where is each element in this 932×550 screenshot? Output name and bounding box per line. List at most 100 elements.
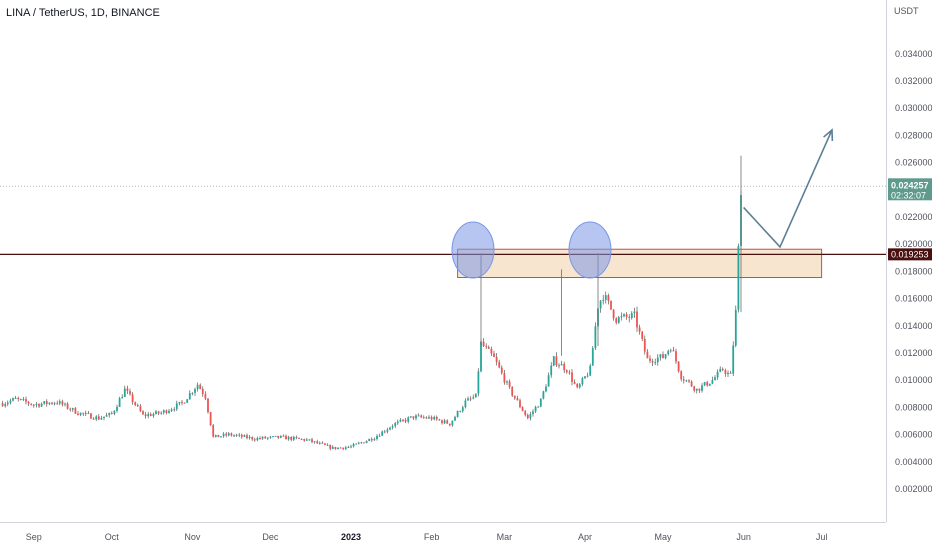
candle[interactable]: [134, 401, 137, 407]
candle[interactable]: [264, 436, 267, 439]
candle[interactable]: [251, 436, 254, 441]
candle[interactable]: [108, 412, 111, 418]
candle[interactable]: [103, 416, 105, 421]
candle[interactable]: [503, 370, 506, 385]
candle[interactable]: [396, 419, 399, 425]
candle[interactable]: [233, 434, 235, 438]
candle[interactable]: [547, 372, 550, 387]
candle[interactable]: [638, 324, 641, 335]
candle[interactable]: [474, 393, 477, 398]
candle[interactable]: [550, 362, 553, 378]
candle[interactable]: [22, 396, 25, 402]
candle[interactable]: [201, 386, 204, 398]
candle[interactable]: [331, 445, 334, 450]
candle[interactable]: [25, 396, 27, 405]
candle[interactable]: [194, 387, 196, 396]
candle[interactable]: [79, 412, 82, 417]
candle[interactable]: [175, 400, 178, 412]
candle[interactable]: [701, 383, 703, 393]
candle[interactable]: [58, 399, 61, 406]
candle[interactable]: [703, 381, 706, 387]
candle[interactable]: [77, 411, 79, 416]
candle[interactable]: [641, 330, 644, 342]
candle[interactable]: [129, 388, 131, 396]
candle[interactable]: [90, 412, 92, 419]
candle[interactable]: [373, 437, 376, 441]
candle[interactable]: [259, 436, 261, 440]
candle[interactable]: [607, 293, 610, 305]
candle[interactable]: [521, 406, 524, 412]
candle[interactable]: [17, 396, 20, 402]
candle[interactable]: [649, 355, 651, 364]
candle[interactable]: [173, 407, 176, 412]
candle[interactable]: [651, 358, 654, 367]
candle[interactable]: [357, 441, 360, 445]
candle[interactable]: [568, 369, 571, 375]
candle[interactable]: [61, 399, 64, 407]
candle[interactable]: [248, 435, 251, 440]
candle[interactable]: [381, 430, 384, 436]
candle[interactable]: [482, 338, 485, 347]
candle[interactable]: [693, 385, 696, 393]
candle[interactable]: [539, 398, 542, 408]
candle[interactable]: [238, 432, 241, 438]
candle[interactable]: [256, 436, 259, 442]
candle[interactable]: [589, 363, 592, 377]
candle[interactable]: [168, 408, 170, 414]
candle[interactable]: [493, 350, 495, 358]
candle[interactable]: [370, 437, 373, 442]
candle[interactable]: [415, 413, 417, 421]
candle[interactable]: [313, 441, 316, 444]
projection-path[interactable]: [743, 129, 833, 249]
candle[interactable]: [53, 401, 56, 406]
candle[interactable]: [487, 345, 490, 349]
candle[interactable]: [230, 432, 233, 437]
candle[interactable]: [350, 444, 352, 449]
candle[interactable]: [552, 355, 555, 367]
candle[interactable]: [347, 445, 350, 448]
candle[interactable]: [719, 366, 722, 373]
candle[interactable]: [667, 349, 670, 356]
candle[interactable]: [188, 390, 191, 400]
candle[interactable]: [646, 349, 649, 359]
candle[interactable]: [220, 436, 222, 438]
candle[interactable]: [500, 365, 503, 375]
candle[interactable]: [708, 383, 711, 387]
candle[interactable]: [48, 402, 51, 406]
candle[interactable]: [113, 410, 116, 416]
candle[interactable]: [620, 312, 623, 321]
candle[interactable]: [529, 411, 532, 421]
candle[interactable]: [532, 409, 534, 417]
candle[interactable]: [321, 441, 324, 444]
candle[interactable]: [32, 403, 35, 408]
candle[interactable]: [170, 407, 173, 412]
candle[interactable]: [425, 416, 428, 420]
price-axis[interactable]: 0.034000 0.032000 0.030000 0.028000 0.026000…: [895, 49, 932, 494]
candle[interactable]: [394, 422, 397, 429]
candle[interactable]: [227, 431, 230, 437]
candle[interactable]: [516, 395, 519, 401]
candle[interactable]: [51, 401, 53, 405]
candle[interactable]: [565, 369, 568, 374]
candle[interactable]: [74, 406, 77, 415]
candle[interactable]: [433, 415, 436, 421]
candle[interactable]: [485, 343, 488, 350]
candle[interactable]: [136, 403, 139, 408]
candle[interactable]: [386, 427, 389, 434]
candle[interactable]: [430, 415, 433, 421]
candle[interactable]: [578, 382, 581, 389]
candle[interactable]: [628, 314, 631, 323]
candle[interactable]: [149, 412, 152, 417]
candle[interactable]: [152, 412, 155, 418]
candle[interactable]: [279, 435, 282, 439]
candle[interactable]: [669, 348, 672, 353]
candle[interactable]: [66, 401, 69, 410]
candle[interactable]: [495, 352, 498, 366]
candle[interactable]: [682, 375, 685, 384]
candle[interactable]: [706, 380, 709, 387]
candle[interactable]: [329, 444, 332, 451]
candle[interactable]: [199, 383, 202, 390]
candle[interactable]: [519, 398, 521, 409]
candle[interactable]: [196, 382, 199, 392]
